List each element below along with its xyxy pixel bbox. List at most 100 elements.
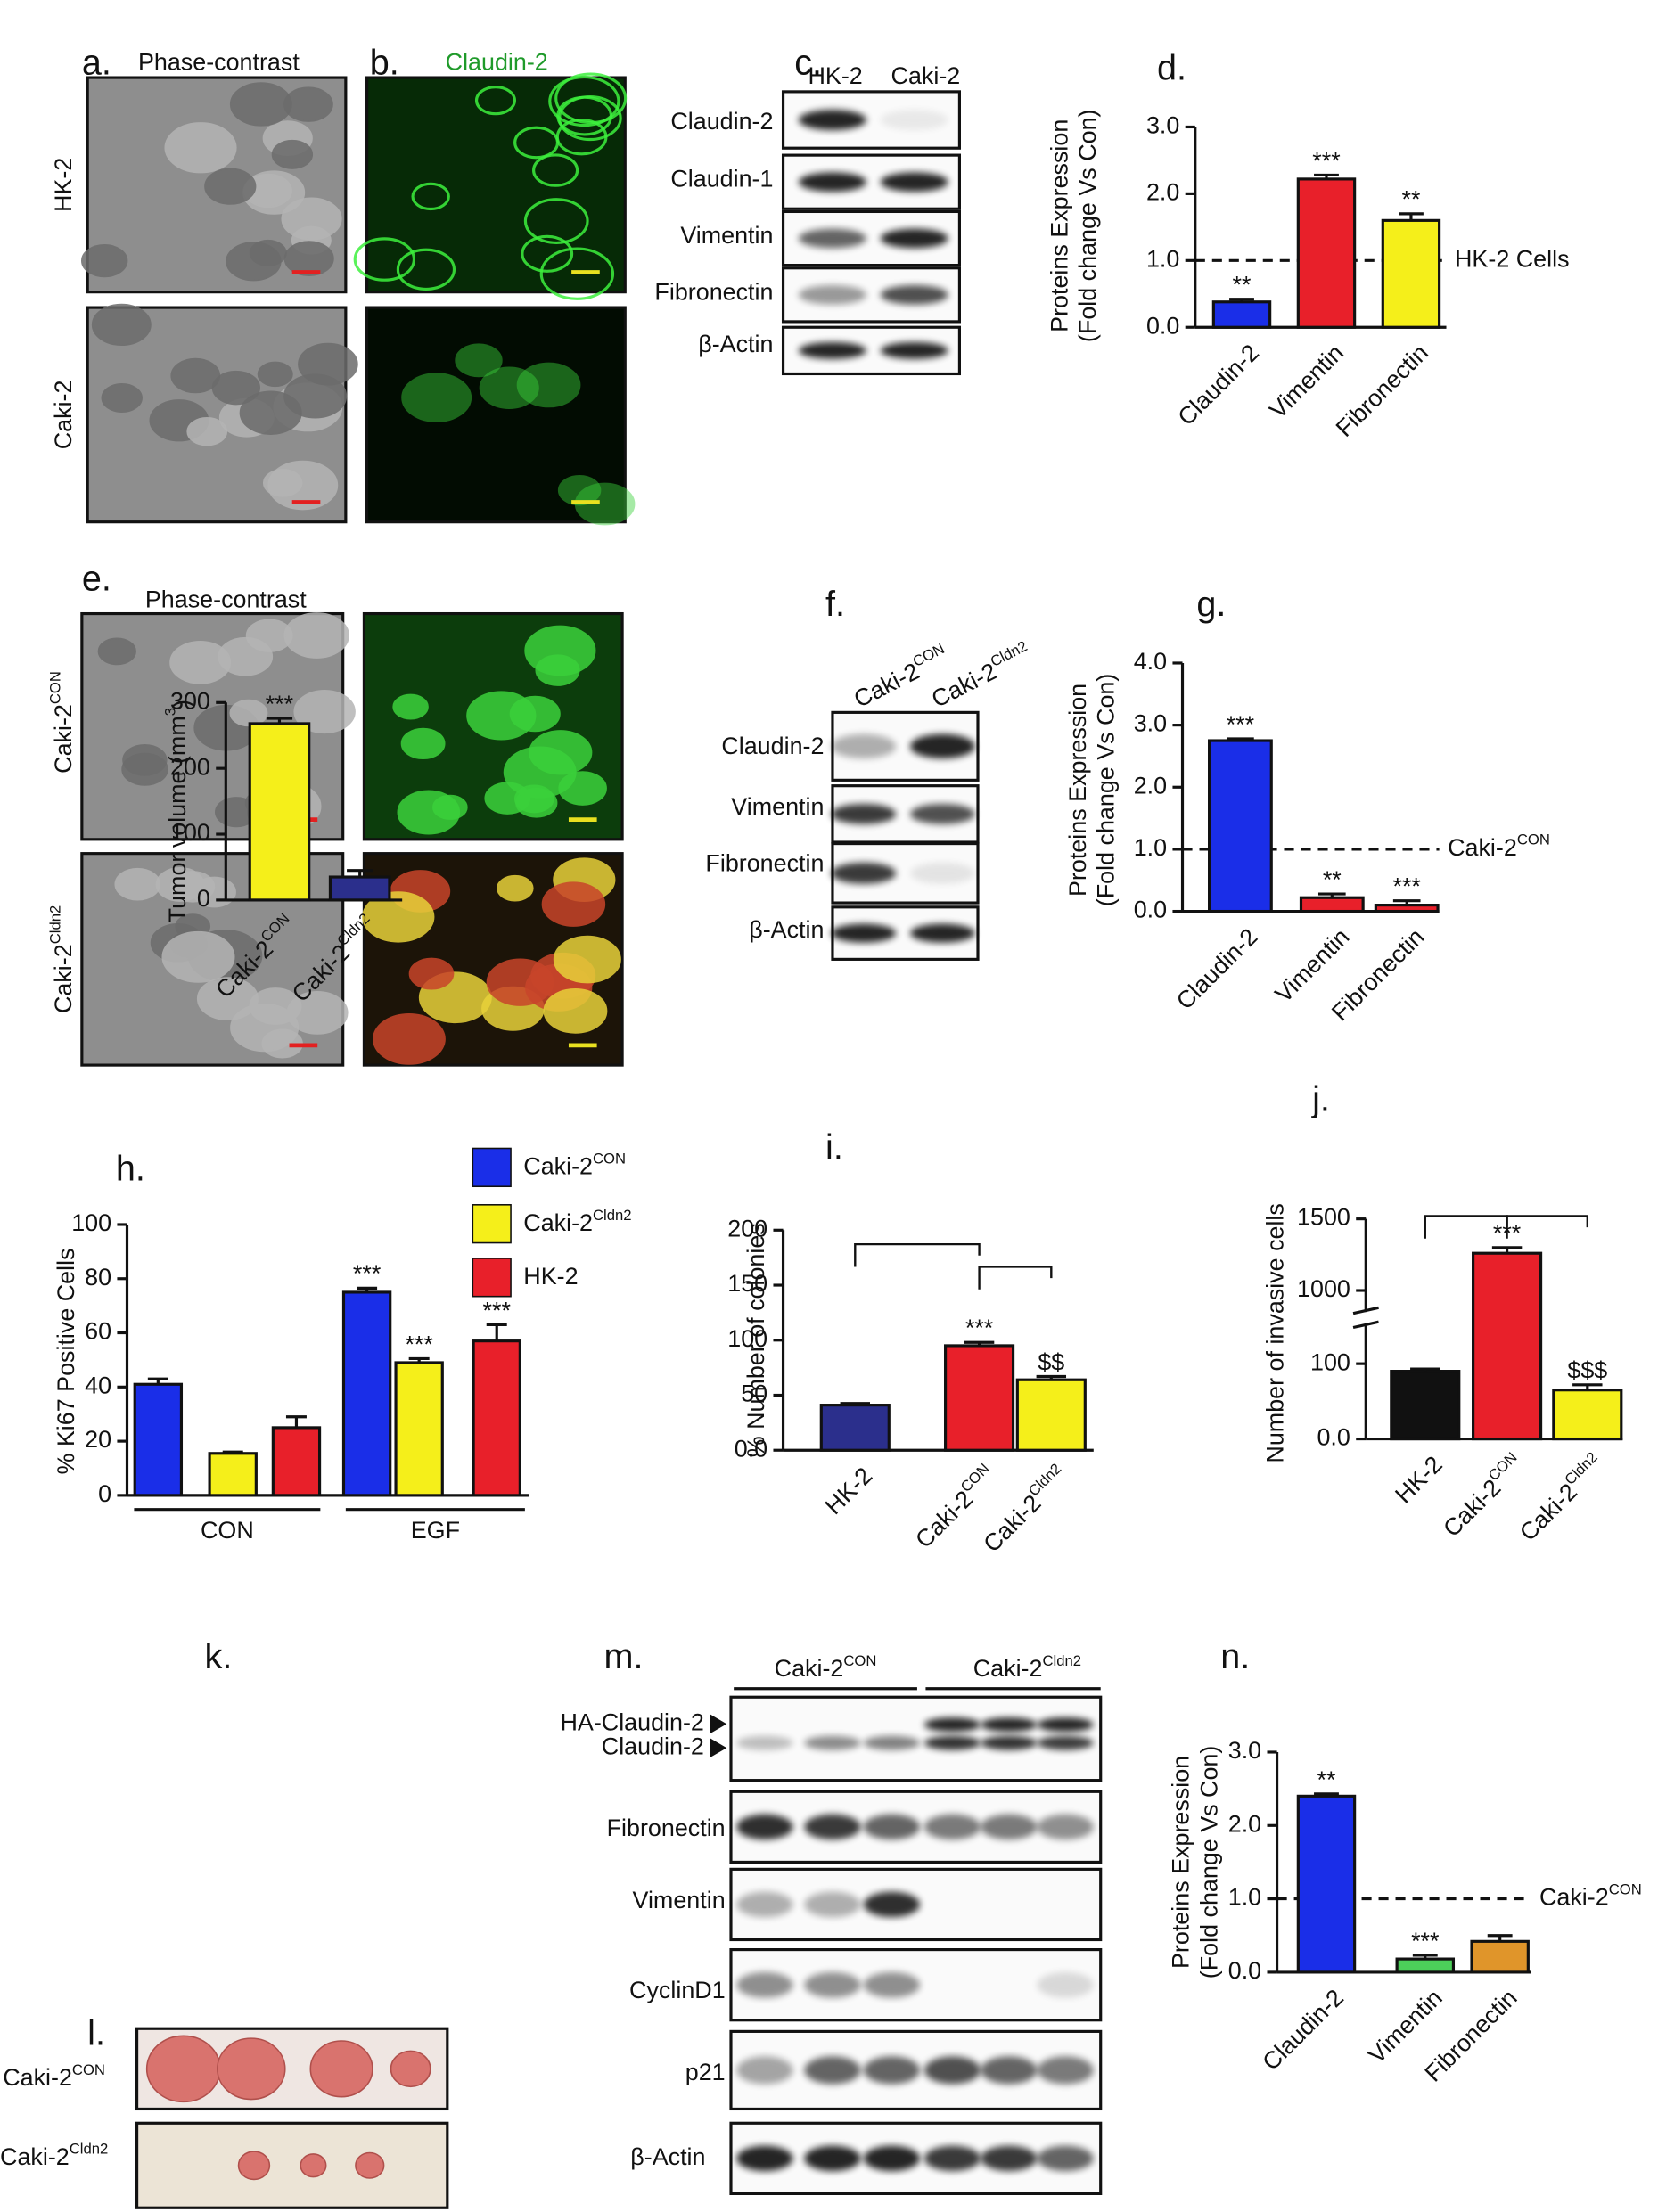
cell (408, 957, 455, 990)
row-label: HK-2 (50, 158, 77, 212)
band (798, 285, 866, 305)
band (798, 110, 866, 130)
blot-label: Fibronectin (705, 849, 824, 876)
band (831, 733, 897, 759)
bar (819, 1404, 891, 1452)
bar (1395, 1957, 1456, 1974)
image-title: Claudin-2 (446, 48, 548, 75)
y-tick-label: 3.0 (1146, 112, 1179, 139)
significance: *** (1392, 873, 1421, 900)
band (798, 172, 866, 193)
significance: ** (1401, 186, 1420, 213)
y-tick-label: 150 (727, 1270, 767, 1297)
band (863, 1735, 921, 1750)
band (736, 1814, 793, 1840)
cell (396, 248, 456, 291)
bar (944, 1344, 1015, 1452)
cell (230, 1003, 300, 1053)
y-tick-label: 50 (741, 1380, 767, 1407)
x-tick-label: HK-2 (1390, 1451, 1448, 1509)
blot-label: Claudin-2 (602, 1733, 704, 1759)
blot-label: Claudin-2 (721, 733, 824, 759)
band (880, 110, 948, 130)
arrowhead (710, 1714, 727, 1734)
western-blots (729, 90, 1103, 2196)
y-axis-label: % Ki67 Positive Cells (53, 1248, 79, 1474)
x-tick-label: Claudin-2 (1257, 1984, 1349, 2076)
legend-label: Caki-2CON (523, 1151, 626, 1180)
significance: *** (353, 1260, 382, 1287)
legend-swatch (472, 1204, 512, 1244)
significance: *** (405, 1331, 433, 1357)
cell (479, 366, 539, 410)
band (863, 2056, 921, 2085)
band (923, 1814, 981, 1840)
panel-label: i. (825, 1128, 843, 1167)
bar (1211, 300, 1272, 329)
x-tick-label: CON (201, 1517, 254, 1544)
y-tick-label: 60 (85, 1318, 111, 1345)
band (804, 2145, 861, 2172)
x-tick-label: Caki-2Cldn2 (1513, 1449, 1610, 1546)
significance: ** (1233, 272, 1252, 299)
cell (401, 373, 472, 422)
cell (186, 416, 228, 446)
band (798, 228, 866, 249)
cell (114, 867, 161, 901)
y-tick-label: 0.0 (1146, 312, 1179, 339)
y-axis-label: Proteins Expression (1064, 684, 1091, 897)
bar (248, 722, 311, 902)
panel-label: a. (82, 43, 111, 82)
cell (271, 139, 314, 169)
blot-label: p21 (685, 2059, 726, 2085)
cell (101, 383, 143, 413)
cell (229, 699, 268, 727)
cell (553, 935, 621, 984)
y-axis-label: (Fold change Vs Con) (1093, 674, 1120, 907)
cell (497, 874, 534, 902)
error-bar (1412, 1954, 1438, 1960)
blot-label: Fibronectin (607, 1815, 726, 1841)
band (880, 228, 948, 249)
band (804, 2056, 861, 2085)
cell (521, 234, 574, 273)
band (831, 862, 897, 884)
band (863, 1814, 921, 1840)
bar (1472, 1251, 1543, 1441)
band (923, 1717, 981, 1733)
band (804, 1891, 861, 1918)
blot-strip (729, 1695, 1103, 1782)
bar (394, 1361, 444, 1497)
significance: *** (1312, 147, 1341, 174)
error-bar (285, 1415, 307, 1428)
bar (1470, 1939, 1530, 1974)
cell (524, 625, 596, 676)
y-tick-label: 0 (197, 885, 210, 912)
cell (548, 75, 620, 127)
cell (164, 122, 237, 174)
band (863, 2145, 921, 2172)
cell (267, 460, 339, 511)
y-axis-label: Number of invasive cells (1262, 1203, 1289, 1462)
bar (1390, 1370, 1461, 1441)
error-bar (1229, 298, 1254, 302)
blot-label: Vimentin (731, 793, 824, 820)
cell (539, 247, 615, 300)
band (1037, 1814, 1094, 1840)
cell (283, 612, 349, 659)
blot-label: Fibronectin (654, 278, 773, 305)
cell (557, 474, 602, 506)
x-tick-label: Vimentin (1264, 340, 1349, 424)
bar (328, 875, 391, 902)
reference-label: Caki-2CON (1448, 832, 1550, 861)
y-tick-label: 20 (85, 1426, 111, 1453)
tumor (300, 2153, 327, 2178)
bar (1299, 896, 1365, 913)
row-label: Caki-2CON (3, 2061, 105, 2091)
y-axis-label: % Number of colonies (743, 1223, 769, 1457)
y-tick-label: 3.0 (1134, 710, 1167, 737)
image-title: Phase-contrast (138, 48, 300, 75)
blot-label: HA-Claudin-2 (560, 1708, 703, 1735)
error-bar (1392, 899, 1421, 905)
cell (283, 86, 333, 122)
